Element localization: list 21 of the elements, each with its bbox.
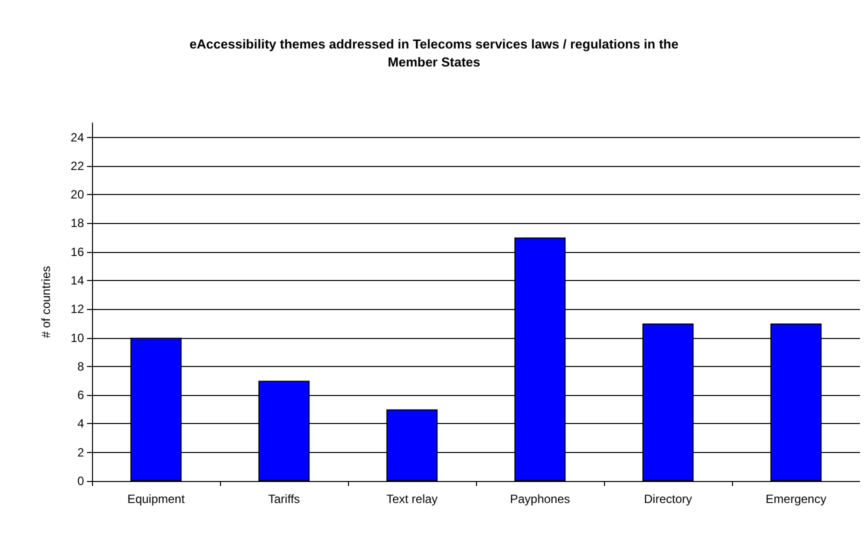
y-tick-label: 8 [77,359,84,374]
x-tick-label: Emergency [766,492,826,506]
chart-title: eAccessibility themes addressed in Telecoms services laws / regulations in the Member States [190,36,678,70]
y-tick-label: 2 [77,445,84,460]
y-tick-label: 20 [70,188,84,202]
y-axis-title: # of countries [39,266,53,338]
y-tick-label: 14 [70,274,84,288]
y-tick-label: 12 [70,302,84,316]
x-tick-label: Tariffs [268,492,300,506]
x-tick-label: Text relay [386,492,438,506]
x-tick-label: Equipment [127,492,186,506]
y-tick-label: 4 [77,416,84,431]
x-tick-label: Payphones [510,492,570,506]
y-tick-label: 16 [70,244,84,259]
y-tick-label: 10 [70,330,84,345]
y-tick-label: 24 [70,130,84,144]
y-tick-label: 22 [70,158,84,173]
y-tick-label: 18 [70,216,84,230]
y-tick-label: 0 [77,474,84,488]
y-tick-label: 6 [77,388,84,402]
x-tick-label: Directory [644,492,692,506]
